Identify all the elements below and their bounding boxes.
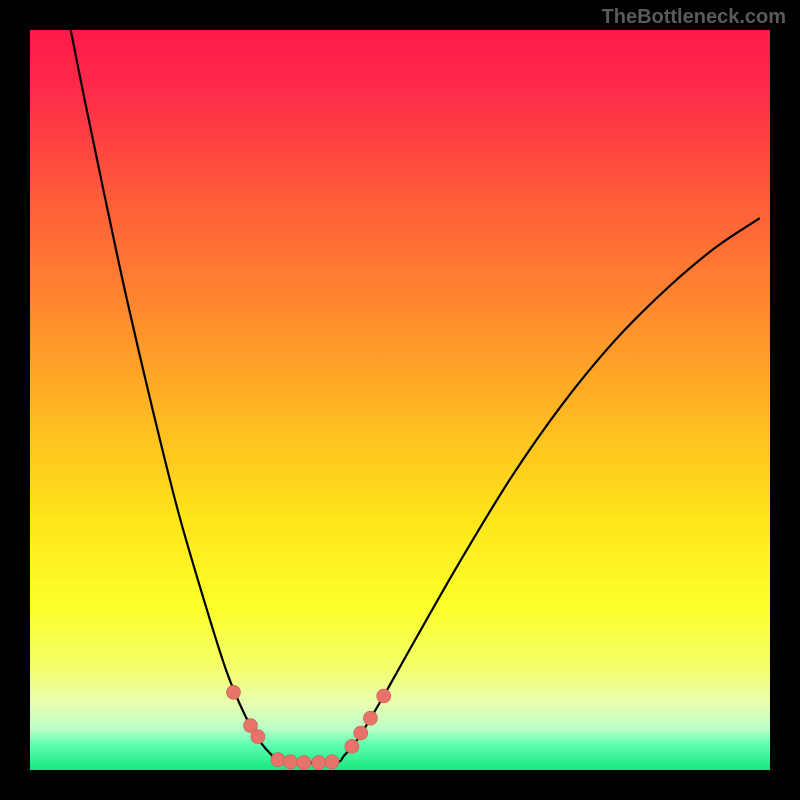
gradient-rect — [30, 30, 770, 770]
curve-marker — [283, 755, 297, 769]
curve-marker — [345, 739, 359, 753]
curve-marker — [271, 753, 285, 767]
curve-marker — [312, 756, 326, 770]
chart-svg — [30, 30, 770, 770]
curve-marker — [377, 689, 391, 703]
curve-marker — [227, 685, 241, 699]
curve-marker — [251, 730, 265, 744]
curve-marker — [354, 726, 368, 740]
curve-marker — [325, 755, 339, 769]
curve-marker — [363, 711, 377, 725]
watermark-text: TheBottleneck.com — [602, 6, 786, 29]
plot-area — [30, 30, 770, 770]
curve-marker — [297, 756, 311, 770]
